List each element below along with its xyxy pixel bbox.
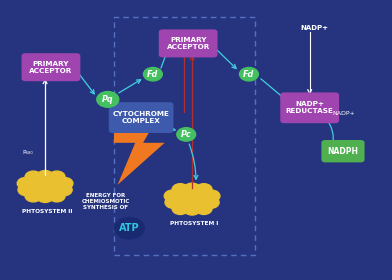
Circle shape [178, 189, 194, 201]
Circle shape [165, 197, 181, 208]
Circle shape [56, 184, 72, 196]
Text: Fd: Fd [243, 70, 254, 79]
Text: PRIMARY
ACCEPTOR: PRIMARY ACCEPTOR [167, 37, 210, 50]
Circle shape [164, 190, 181, 202]
Circle shape [190, 189, 206, 201]
Text: Pq: Pq [102, 95, 114, 104]
Circle shape [49, 171, 65, 183]
Text: PHTOSYSTEM I: PHTOSYSTEM I [170, 221, 218, 226]
Circle shape [203, 190, 220, 202]
Circle shape [196, 203, 212, 214]
FancyBboxPatch shape [109, 102, 173, 133]
Text: Pc: Pc [181, 130, 192, 139]
Circle shape [49, 190, 65, 202]
FancyBboxPatch shape [280, 92, 339, 123]
Circle shape [184, 183, 200, 195]
Circle shape [143, 67, 162, 81]
Circle shape [17, 178, 34, 189]
Text: NADP+: NADP+ [300, 25, 328, 31]
Circle shape [172, 203, 189, 214]
Circle shape [37, 182, 53, 193]
Circle shape [184, 203, 200, 215]
Circle shape [18, 184, 34, 196]
FancyBboxPatch shape [159, 29, 218, 57]
Circle shape [43, 177, 59, 188]
Text: NADP+: NADP+ [332, 111, 355, 116]
FancyBboxPatch shape [321, 140, 365, 162]
Circle shape [37, 191, 53, 202]
Text: P₆₈₀: P₆₈₀ [23, 150, 34, 155]
Circle shape [114, 218, 144, 239]
Circle shape [25, 171, 42, 183]
Text: NADPH: NADPH [327, 147, 359, 156]
Circle shape [56, 178, 73, 189]
Circle shape [196, 184, 212, 195]
Bar [114, 17, 255, 255]
Text: NADP+
REDUCTASE: NADP+ REDUCTASE [286, 101, 334, 115]
FancyBboxPatch shape [22, 53, 80, 81]
Text: PHTOSYSTEM II: PHTOSYSTEM II [22, 209, 72, 214]
Circle shape [31, 177, 47, 188]
Text: CYTOCHROME
COMPLEX: CYTOCHROME COMPLEX [113, 111, 170, 124]
Circle shape [37, 171, 53, 182]
Circle shape [25, 190, 42, 202]
Circle shape [31, 185, 47, 196]
Text: Fd: Fd [147, 70, 158, 79]
Circle shape [240, 67, 258, 81]
Circle shape [172, 184, 189, 195]
Text: ATP: ATP [119, 223, 140, 233]
Text: ENERGY FOR
CHEMIOSMOTIC
SYNTHESIS OF: ENERGY FOR CHEMIOSMOTIC SYNTHESIS OF [82, 193, 130, 210]
Text: PRIMARY
ACCEPTOR: PRIMARY ACCEPTOR [29, 60, 73, 74]
Circle shape [203, 197, 219, 208]
Polygon shape [114, 105, 165, 185]
Circle shape [43, 185, 59, 196]
Circle shape [178, 197, 194, 209]
Circle shape [184, 194, 200, 206]
Circle shape [97, 92, 119, 107]
Circle shape [177, 128, 196, 141]
Circle shape [190, 197, 206, 209]
